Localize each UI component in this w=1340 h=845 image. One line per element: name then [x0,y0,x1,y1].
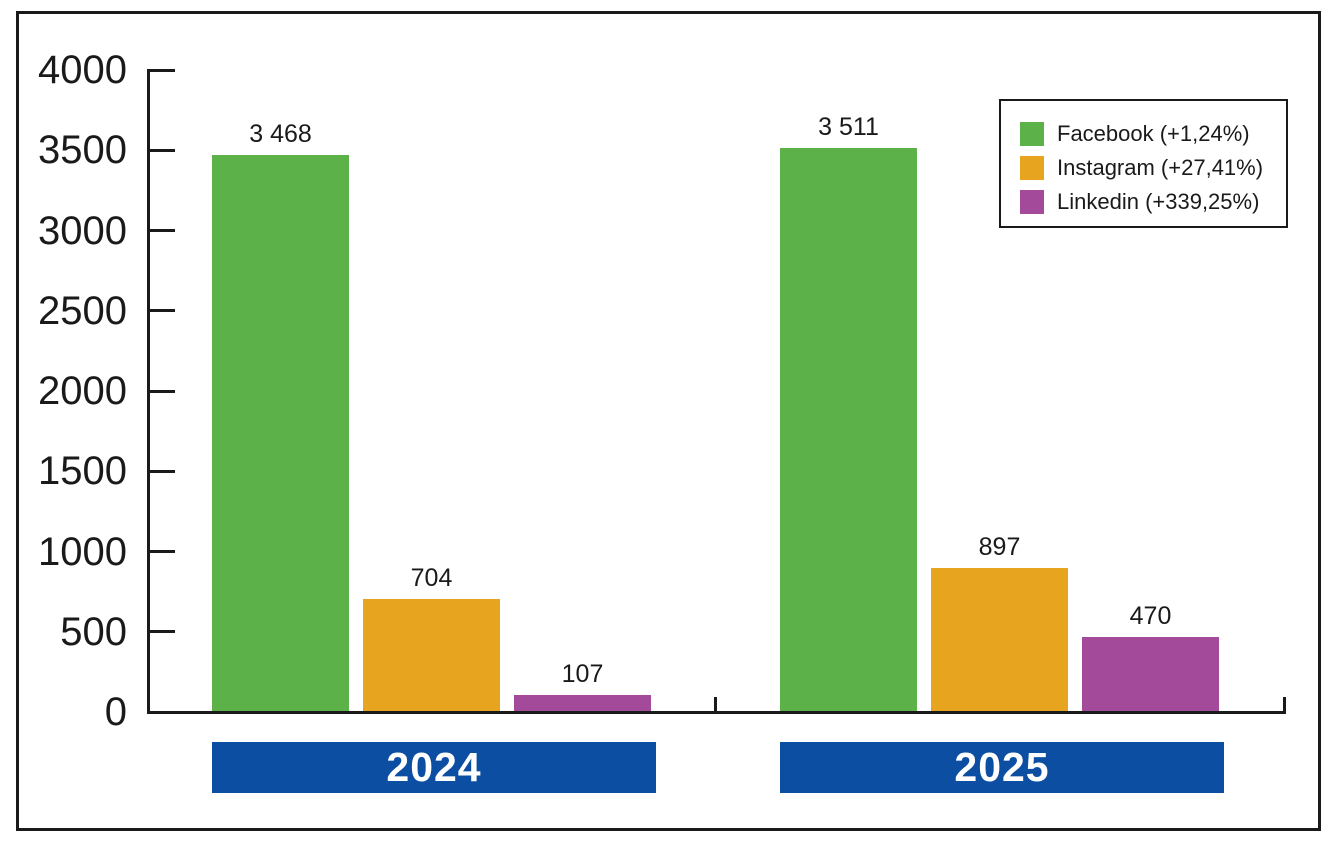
y-tick-label: 0 [104,690,127,734]
legend-item-facebook: Facebook (+1,24%) [1020,117,1276,151]
y-axis-tick [147,68,175,72]
bar-value-label: 470 [1129,601,1172,630]
bar-value-label: 897 [978,533,1021,562]
legend-item-instagram: Instagram (+27,41%) [1020,151,1276,185]
bar-value-label: 3 511 [818,113,879,142]
bar-facebook-2024 [212,155,349,712]
legend-swatch-linkedin [1020,190,1044,214]
category-label-2024: 2024 [386,744,482,790]
y-axis-tick [147,630,175,634]
y-tick-label: 2000 [38,369,127,413]
y-axis-tick [147,229,175,232]
legend-item-linkedin: Linkedin (+339,25%) [1020,185,1276,219]
y-tick-label: 3500 [38,128,127,173]
y-axis-tick [147,469,175,473]
bar-value-label: 107 [561,659,604,688]
bar-facebook-2025 [780,148,917,712]
legend: Facebook (+1,24%) Instagram (+27,41%) Link… [999,99,1288,228]
y-tick-label: 1500 [38,449,127,494]
legend-swatch-instagram [1020,156,1044,180]
category-band-2024: 2024 [212,742,656,793]
y-axis-tick [147,550,175,553]
y-axis-tick [147,148,175,152]
bar-value-label: 704 [410,564,453,592]
y-tick-label: 3000 [38,208,127,253]
y-tick-label: 2500 [38,288,127,333]
category-label-2025: 2025 [954,744,1050,790]
legend-label-instagram: Instagram (+27,41%) [1057,155,1264,180]
legend-label-facebook: Facebook (+1,24%) [1057,121,1250,146]
bar-linkedin-2025 [1082,636,1219,712]
y-axis-tick [147,389,175,393]
category-band-2025: 2025 [780,742,1224,793]
x-axis-line [147,710,1286,714]
bar-instagram-2024 [363,599,500,712]
chart-border [16,11,1321,831]
y-tick-label: 500 [60,609,127,654]
x-axis-tick [714,697,717,712]
x-axis-tick [1282,697,1286,712]
y-tick-label: 1000 [38,529,127,574]
legend-label-linkedin: Linkedin (+339,25%) [1057,189,1260,214]
y-axis-line [147,68,150,714]
legend-swatch-facebook [1020,122,1044,146]
y-axis-tick [147,309,175,313]
bar-linkedin-2024 [514,694,651,712]
y-tick-label: 4000 [38,48,127,92]
bar-value-label: 3 468 [249,120,312,149]
bar-instagram-2025 [931,568,1068,712]
